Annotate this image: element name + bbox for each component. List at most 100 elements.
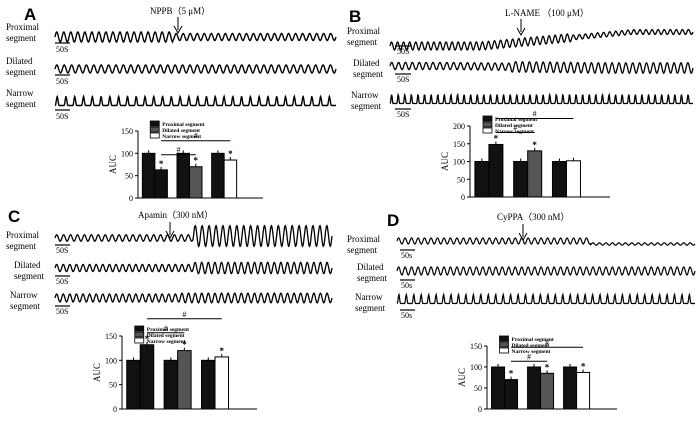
bar — [540, 372, 555, 410]
legend-swatch — [134, 325, 145, 332]
legend-entry: Proximal segment — [162, 122, 204, 128]
legend-entry: Narrow segment — [162, 134, 201, 140]
drug-label: NPPB（5 μM） — [150, 6, 210, 16]
significance-star: * — [145, 334, 150, 344]
legend-entry: Dilated segment — [495, 123, 533, 129]
trace-line — [54, 261, 333, 275]
legend-swatch — [149, 120, 160, 127]
y-tick-label: 150 — [470, 342, 482, 351]
drug-label: CyPPA（300 nM） — [497, 212, 569, 222]
trace-line — [396, 266, 696, 276]
trace-group-1: Dilated segment 50S — [353, 58, 694, 84]
scale-label: 50S — [56, 307, 68, 316]
significance-star: * — [220, 346, 225, 356]
significance-star: * — [494, 133, 499, 143]
hash-label: # — [182, 310, 186, 319]
bar — [177, 350, 192, 410]
trace-label: Proximal segment — [347, 234, 380, 255]
trace-label: Proximal segment — [6, 22, 39, 43]
bar — [176, 152, 190, 199]
trace-line — [389, 28, 694, 51]
scale-label: 50S — [397, 47, 409, 56]
trace-label: Proximal segment — [6, 230, 39, 251]
panel-letter: A — [24, 5, 36, 24]
significance-star: * — [532, 140, 537, 150]
y-tick-label: 50 — [457, 175, 465, 184]
y-tick-label: 50 — [474, 384, 482, 393]
panel-letter: D — [387, 211, 399, 230]
drug-arrow — [165, 222, 175, 240]
y-tick-label: 100 — [121, 149, 133, 158]
trace-label: Narrow segment — [10, 290, 40, 311]
hash-label: # — [533, 109, 537, 118]
trace-group-2: Narrow segment 50S — [6, 88, 336, 121]
drug-label: Apamin（300 nM） — [138, 210, 213, 220]
legend-swatch — [499, 347, 509, 354]
panel-c: C Apamin（300 nM） Proximal segment 50S Dil… — [6, 210, 333, 414]
legend-swatch — [482, 127, 493, 134]
scale-label: 50S — [397, 75, 409, 84]
bar — [163, 359, 179, 410]
bar — [223, 159, 238, 199]
trace-label: Dilated segment — [357, 262, 387, 283]
legend-entry: Narrow segment — [512, 349, 551, 355]
trace-label: Dilated segment — [353, 58, 383, 79]
y-tick-label: 0 — [461, 193, 465, 202]
bar — [154, 169, 168, 199]
scale-label: 50s — [401, 311, 412, 320]
drug-label: L-NAME （100 μM） — [505, 8, 589, 18]
y-tick-label: 150 — [453, 140, 465, 149]
trace-label: Proximal segment — [347, 26, 380, 47]
legend-swatch — [499, 341, 509, 348]
bar — [211, 152, 225, 199]
bar — [201, 359, 216, 410]
trace-group-0: Proximal segment 50s — [347, 234, 696, 260]
trace-group-1: Dilated segment 50S — [14, 260, 333, 286]
trace-label: Narrow segment — [351, 90, 381, 111]
bar — [139, 344, 155, 410]
significance-star: * — [182, 340, 187, 350]
trace-label: Dilated segment — [14, 260, 44, 281]
legend-swatch — [149, 126, 160, 133]
drug-arrow — [173, 17, 183, 35]
legend-entry: Proximal segment — [512, 337, 554, 343]
trace-group-0: Proximal segment 50S — [6, 22, 337, 54]
bar — [565, 160, 581, 198]
bar — [504, 379, 519, 410]
hash-label: # — [176, 146, 180, 155]
y-tick-label: 0 — [129, 194, 133, 203]
panel-a: A NPPB（5 μM） Proximal segment 50S Dilated… — [6, 5, 337, 203]
bar — [527, 366, 542, 410]
significance-star: * — [509, 369, 514, 379]
y-tick-label: 150 — [105, 332, 117, 341]
trace-line — [54, 64, 337, 74]
trace-label: Narrow segment — [355, 292, 385, 313]
trace-line — [54, 31, 337, 44]
trace-line — [396, 292, 695, 305]
trace-group-0: Proximal segment 50S — [6, 224, 333, 255]
y-axis-label: AUC — [440, 152, 450, 171]
significance-star: * — [581, 361, 586, 371]
trace-line — [389, 92, 693, 105]
trace-group-1: Dilated segment 50S — [6, 56, 337, 86]
legend-entry: Proximal segment — [495, 117, 537, 123]
y-tick-label: 0 — [113, 405, 117, 414]
legend-entry: Dilated segment — [147, 333, 185, 339]
y-axis-label: AUC — [108, 155, 118, 174]
y-tick-label: 150 — [121, 127, 133, 136]
y-tick-label: 50 — [109, 381, 117, 390]
y-tick-label: 100 — [453, 158, 465, 167]
trace-label: Narrow segment — [6, 88, 36, 109]
legend-entry: Dilated segment — [162, 128, 200, 134]
legend-swatch — [134, 337, 145, 344]
bar — [474, 161, 490, 198]
legend-swatch — [134, 331, 145, 338]
legend-swatch — [482, 121, 493, 128]
trace-line — [389, 60, 694, 75]
bar — [551, 161, 567, 198]
bar — [189, 166, 203, 199]
bar-chart: 0 50 100 150 200 AUC * * # #Proximal segmentDilat… — [440, 109, 610, 202]
scale-label: 50S — [56, 246, 68, 255]
